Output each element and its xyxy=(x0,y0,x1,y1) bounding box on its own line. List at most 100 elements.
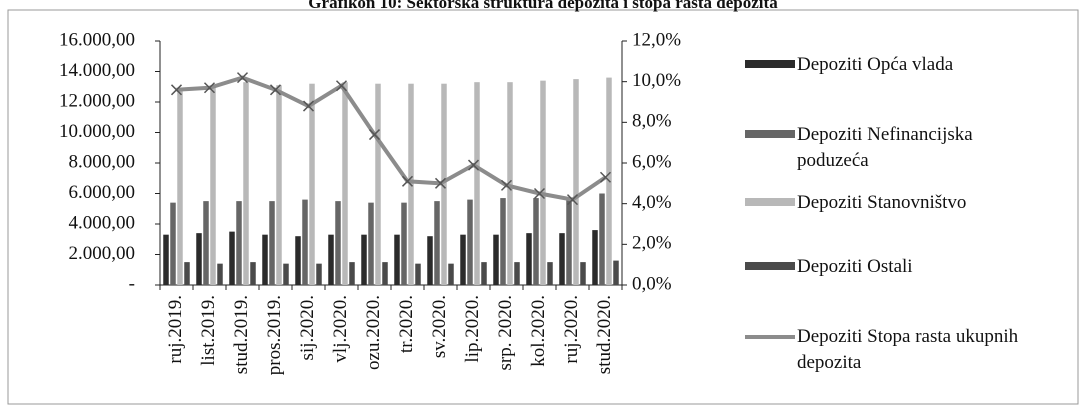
chart-title: Grafikon 10: Sektorska struktura depozit… xyxy=(308,0,778,12)
bar xyxy=(427,236,433,285)
x-tick-label: kol.2020. xyxy=(528,295,549,367)
bar xyxy=(500,198,506,285)
bar xyxy=(547,262,553,285)
bar xyxy=(295,236,301,285)
legend-label: Depoziti Ostali xyxy=(797,256,913,277)
bar xyxy=(262,234,268,285)
bar xyxy=(342,82,348,285)
y2-tick-label: 12,0% xyxy=(632,29,681,50)
y-tick-label: 16.000,00 xyxy=(59,29,135,50)
bar xyxy=(196,233,202,285)
y-tick-label: - xyxy=(129,273,135,294)
marker xyxy=(170,84,183,96)
bar xyxy=(559,233,565,285)
bar xyxy=(250,262,256,285)
bar xyxy=(394,234,400,285)
bar xyxy=(328,234,334,285)
bar xyxy=(401,202,407,285)
x-tick-label: list.2019. xyxy=(198,295,219,366)
bar xyxy=(467,199,473,285)
bar xyxy=(599,193,605,285)
legend-label: Depoziti Stanovništvo xyxy=(797,192,967,213)
bar xyxy=(514,262,520,285)
marker xyxy=(335,80,348,92)
x-tick-label: sv.2020. xyxy=(429,295,450,358)
frame xyxy=(7,9,1079,405)
bar xyxy=(269,201,275,285)
y2-tick-label: 2,0% xyxy=(632,233,672,254)
marker xyxy=(401,175,414,187)
legend-item: Depoziti Ostali xyxy=(745,254,1027,280)
bar xyxy=(349,262,355,285)
bar xyxy=(448,263,454,285)
bar xyxy=(210,85,216,285)
y-tick-label: 12.000,00 xyxy=(59,90,135,111)
bar xyxy=(580,262,586,285)
marker xyxy=(599,171,612,183)
y2-tick-label: 6,0% xyxy=(632,151,672,172)
x-tick-label: ozu.2020. xyxy=(363,295,384,370)
marker xyxy=(302,100,315,112)
legend-label: Depoziti Nefinancijska poduzeća xyxy=(797,124,973,171)
bar xyxy=(177,88,183,286)
bar xyxy=(460,234,466,285)
bar xyxy=(592,230,598,285)
x-tick-label: tr.2020. xyxy=(396,295,417,353)
bar xyxy=(236,201,242,285)
legend-swatch xyxy=(745,198,795,206)
bar xyxy=(441,83,447,285)
legend-item: Depoziti Nefinancijska poduzeća xyxy=(745,122,1027,174)
bar xyxy=(243,82,249,285)
legend-swatch xyxy=(745,335,795,339)
bar xyxy=(335,201,341,285)
x-tick-label: ruj.2019. xyxy=(165,295,186,364)
marker xyxy=(368,129,381,141)
legend-item: Depoziti Stopa rasta ukupnih depozita xyxy=(745,324,1027,376)
legend-item: Depoziti Opća vlada xyxy=(745,52,1027,78)
bar xyxy=(507,82,513,285)
legend-swatch xyxy=(745,130,795,138)
legend-label: Depoziti Opća vlada xyxy=(797,54,954,75)
x-tick-label: srp. 2020. xyxy=(495,295,516,370)
bar xyxy=(526,233,532,285)
bar xyxy=(309,83,315,285)
marker xyxy=(236,72,249,84)
marker xyxy=(203,82,216,94)
line xyxy=(176,75,607,202)
marker xyxy=(434,177,447,189)
x-tick-label: ruj.2020. xyxy=(561,295,582,364)
bar xyxy=(163,234,169,285)
y2-tick-label: 8,0% xyxy=(632,111,672,132)
bar xyxy=(540,80,546,286)
bar xyxy=(203,201,209,285)
y-tick-label: 10.000,00 xyxy=(59,121,135,142)
bar xyxy=(474,82,480,285)
y-tick-label: 8.000,00 xyxy=(69,151,136,172)
bar xyxy=(184,262,190,285)
bar xyxy=(217,263,223,285)
bar xyxy=(481,262,487,285)
marker xyxy=(269,84,282,96)
bar xyxy=(533,198,539,285)
marker xyxy=(566,194,579,206)
bar xyxy=(229,231,235,285)
y-tick-label: 14.000,00 xyxy=(59,60,135,81)
y2-tick-label: 0,0% xyxy=(632,273,672,294)
marker xyxy=(467,159,480,171)
bar xyxy=(375,83,381,285)
bar xyxy=(573,79,579,285)
x-tick-label: stud.2020. xyxy=(594,295,615,374)
bar xyxy=(276,85,282,285)
y2-tick-label: 4,0% xyxy=(632,192,672,213)
bar xyxy=(613,260,619,285)
bar xyxy=(493,234,499,285)
x-tick-label: pros.2019. xyxy=(264,295,285,375)
legend-item: Depoziti Stanovništvo xyxy=(745,190,1027,216)
bar xyxy=(316,263,322,285)
x-tick-label: lip.2020. xyxy=(462,295,483,363)
bar xyxy=(302,199,308,285)
legend-swatch xyxy=(745,60,795,68)
y-tick-label: 4.000,00 xyxy=(69,212,136,233)
